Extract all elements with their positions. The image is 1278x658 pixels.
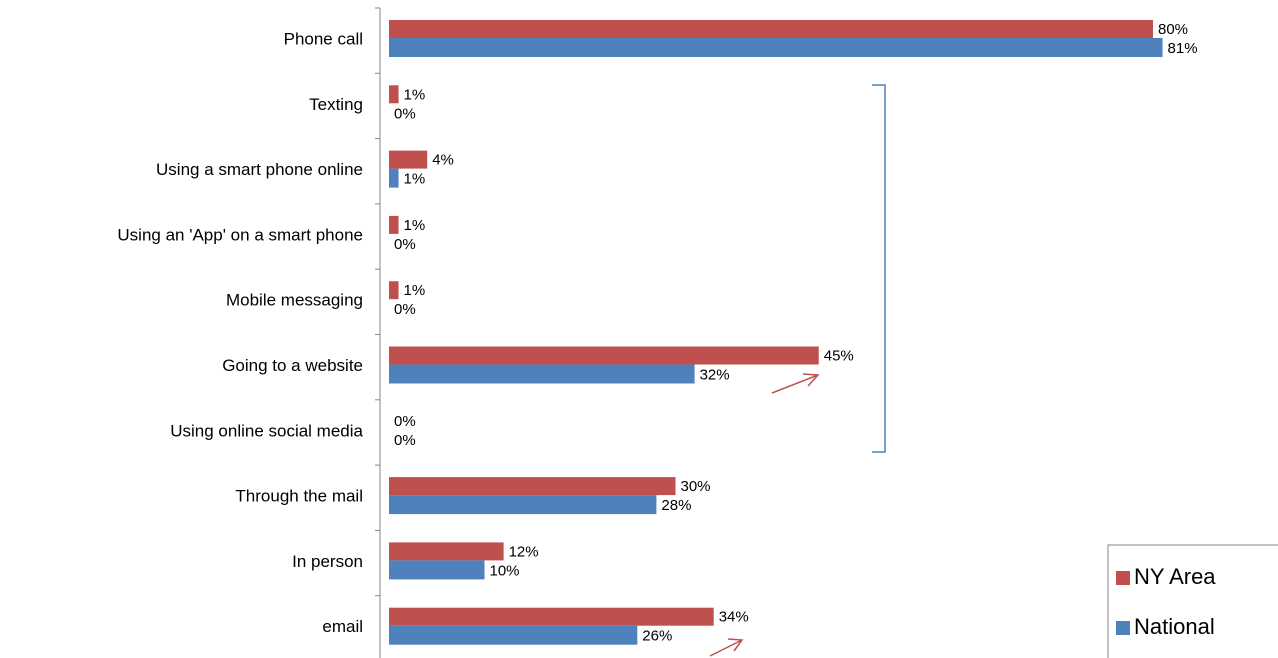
bar	[389, 607, 714, 626]
bar	[389, 495, 657, 515]
bar	[389, 38, 1163, 57]
data-label: 1%	[404, 86, 426, 103]
bar	[389, 150, 428, 169]
data-label: 34%	[719, 609, 749, 626]
legend-label: NY Area	[1134, 564, 1216, 589]
data-label: 0%	[394, 105, 416, 122]
y-tick-label: Using an 'App' on a smart phone	[117, 225, 363, 244]
y-tick-label: Texting	[309, 95, 363, 114]
bar	[389, 281, 399, 300]
data-label: 0%	[394, 432, 416, 449]
data-label: 26%	[642, 628, 672, 645]
bar	[389, 560, 485, 580]
y-tick-label: Using a smart phone online	[156, 160, 363, 179]
y-tick-label: Phone call	[284, 29, 363, 48]
arrow	[771, 373, 820, 394]
data-label: 1%	[404, 171, 426, 188]
bracket	[872, 84, 886, 453]
bar	[389, 625, 638, 645]
bar	[389, 477, 676, 496]
y-tick-label: Through the mail	[235, 487, 363, 506]
y-tick-label: Going to a website	[222, 356, 363, 375]
data-label: 28%	[661, 497, 691, 514]
bar	[389, 364, 695, 384]
y-tick-label: email	[322, 617, 363, 636]
y-tick-label: Using online social media	[170, 421, 363, 440]
data-label: 32%	[700, 366, 730, 383]
data-label: 30%	[681, 478, 711, 495]
bar	[389, 168, 399, 188]
y-tick-label: Mobile messaging	[226, 291, 363, 310]
data-label: 1%	[404, 282, 426, 299]
data-label: 10%	[490, 562, 520, 579]
bar	[389, 215, 399, 234]
data-label: 0%	[394, 301, 416, 318]
legend-swatch	[1116, 571, 1130, 585]
data-label: 81%	[1168, 40, 1198, 57]
bar	[389, 85, 399, 104]
data-label: 12%	[509, 543, 539, 560]
data-label: 0%	[394, 413, 416, 430]
data-label: 0%	[394, 236, 416, 253]
y-tick-label: In person	[292, 552, 363, 571]
legend-box	[1107, 544, 1278, 658]
bar	[389, 346, 819, 365]
arrow	[709, 638, 744, 657]
data-label: 80%	[1158, 21, 1188, 38]
bar	[389, 542, 504, 561]
data-label: 45%	[824, 347, 854, 364]
data-label: 4%	[432, 152, 454, 169]
legend-swatch	[1116, 621, 1130, 635]
legend-label: National	[1134, 614, 1215, 639]
bar	[389, 20, 1153, 38]
data-label: 1%	[404, 217, 426, 234]
